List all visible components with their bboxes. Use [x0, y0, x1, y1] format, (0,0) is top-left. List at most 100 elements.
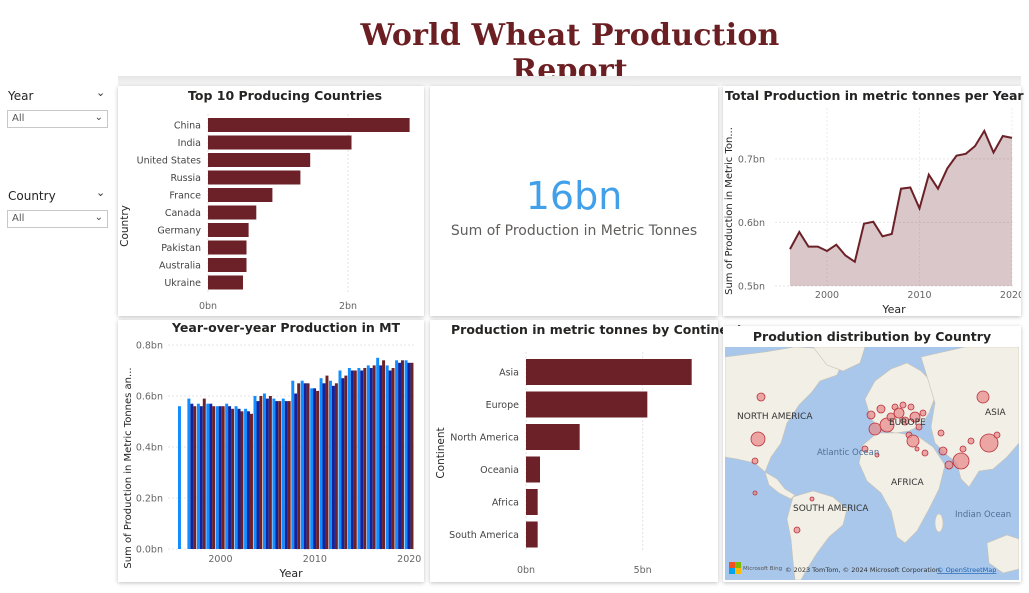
kpi-card[interactable]: 16bn Sum of Production in Metric Tonnes: [430, 86, 718, 316]
column-2019: [398, 362, 402, 549]
country-slicer-dropdown[interactable]: All ⌄: [7, 210, 108, 228]
country-bubble: [915, 423, 923, 431]
country-bubble: [899, 401, 907, 409]
country-bubble: [979, 433, 999, 453]
microsoft-logo-icon: [735, 568, 741, 574]
continent-title: Production in metric tonnes by Continent: [451, 322, 743, 337]
country-bubble: [861, 445, 869, 453]
column-2003: [250, 413, 253, 549]
y-tick-label: 0.5bn: [738, 282, 765, 293]
south-america-landmass: [786, 490, 848, 580]
column-2015: [357, 368, 361, 549]
column-2001: [228, 406, 232, 549]
column-1999: [209, 403, 213, 549]
column-2008: [294, 393, 298, 549]
column-2018: [385, 365, 389, 549]
country-bubble: [952, 452, 970, 470]
bar-russia: [208, 170, 301, 185]
column-2014: [353, 370, 357, 549]
country-bubble: [809, 496, 815, 502]
x-tick-label: 0bn: [517, 565, 535, 576]
column-2019: [401, 360, 404, 549]
year-slicer-dropdown[interactable]: All ⌄: [7, 110, 108, 128]
bar-australia: [208, 258, 247, 272]
yoy-chart: 0.0bn 0.2bn 0.4bn 0.6bn 0.8bn 2000 2010 2020 Su…: [123, 341, 421, 581]
series-line: [789, 128, 1013, 264]
country-bubble: [874, 452, 880, 458]
area-fill: [790, 130, 1012, 286]
top10-ylabel: Country: [119, 205, 131, 247]
kpi-value: 16bn: [525, 174, 623, 218]
country-bubble: [793, 526, 801, 534]
category-label: China: [174, 121, 201, 132]
country-bubble: [751, 457, 759, 465]
country-bubble: [752, 490, 758, 496]
x-tick-label: 0bn: [199, 301, 217, 312]
country-bubble: [868, 422, 882, 436]
top10-panel[interactable]: Top 10 Producing Countries China India Uni…: [118, 86, 424, 316]
column-2012: [332, 385, 335, 549]
column-2013: [341, 378, 345, 549]
kpi-label: Sum of Production in Metric Tonnes: [450, 223, 698, 239]
category-label: Germany: [157, 226, 201, 237]
column-2002: [237, 408, 241, 550]
country-bubble: [876, 404, 886, 414]
map-panel[interactable]: Prodution distribution by Country NORTH …: [723, 326, 1021, 582]
category-label: Canada: [165, 208, 201, 219]
y-tick-label: 0.7bn: [738, 154, 765, 165]
column-2007: [284, 401, 288, 549]
x-tick-label: 2bn: [339, 301, 357, 312]
map-bing-brand: Microsoft Bing: [743, 566, 782, 572]
report-title: World Wheat Production Report: [360, 18, 780, 88]
column-2000: [218, 406, 222, 549]
column-2000: [221, 406, 225, 549]
y-tick-label: 0.0bn: [136, 545, 163, 556]
continent-panel[interactable]: Production in metric tonnes by Continent…: [430, 320, 743, 582]
country-slicer-collapse-icon[interactable]: ⌄: [96, 186, 106, 199]
x-tick-label: 2000: [208, 554, 232, 565]
column-1996: [178, 406, 181, 549]
column-2012: [329, 380, 332, 549]
bar-oceania: [526, 456, 540, 483]
column-2014: [347, 368, 351, 549]
column-2000: [215, 406, 219, 549]
country-bubble: [937, 429, 945, 437]
column-2014: [350, 370, 354, 549]
column-2003: [244, 408, 248, 550]
column-2009: [303, 383, 307, 550]
total-line-panel[interactable]: Total Production in metric tonnes per Ye…: [723, 86, 1024, 316]
y-tick-label: 0.4bn: [136, 443, 163, 454]
country-bubble: [886, 412, 896, 422]
column-1998: [196, 403, 200, 549]
column-2016: [369, 368, 373, 549]
bar-africa: [526, 489, 538, 515]
year-slicer-value: All: [12, 113, 25, 124]
map-label-asia: ASIA: [985, 408, 1007, 418]
year-slicer-collapse-icon[interactable]: ⌄: [96, 86, 106, 99]
column-2002: [234, 406, 238, 549]
bar-north-america: [526, 424, 580, 450]
total-line-title: Total Production in metric tonnes per Ye…: [725, 88, 1024, 103]
country-bubble: [906, 434, 920, 448]
australia-landmass: [986, 534, 1019, 574]
map-label-europe: EUROPE: [889, 418, 926, 428]
osm-link[interactable]: © OpenStreetMap: [937, 566, 996, 574]
country-bubble: [919, 409, 927, 417]
column-2001: [231, 408, 235, 550]
country-bubble: [866, 410, 876, 420]
world-map[interactable]: NORTH AMERICA EUROPE ASIA Atlantic Ocean…: [725, 347, 1019, 580]
column-2008: [291, 380, 295, 549]
column-2019: [395, 360, 399, 549]
country-bubble: [907, 403, 915, 411]
year-slicer-label: Year: [8, 89, 34, 103]
column-2010: [313, 388, 317, 549]
column-1997: [187, 398, 191, 549]
yoy-ylabel: Sum of Production in Metric Tonnes an...: [123, 367, 134, 568]
yoy-panel[interactable]: Year-over-year Production in MT 0.0bn 0.2…: [118, 320, 424, 582]
bar-south-america: [526, 521, 538, 548]
column-2016: [366, 365, 370, 549]
column-2011: [319, 378, 323, 549]
column-2006: [278, 401, 282, 549]
country-bubble: [959, 445, 967, 453]
category-label: Asia: [499, 368, 519, 379]
